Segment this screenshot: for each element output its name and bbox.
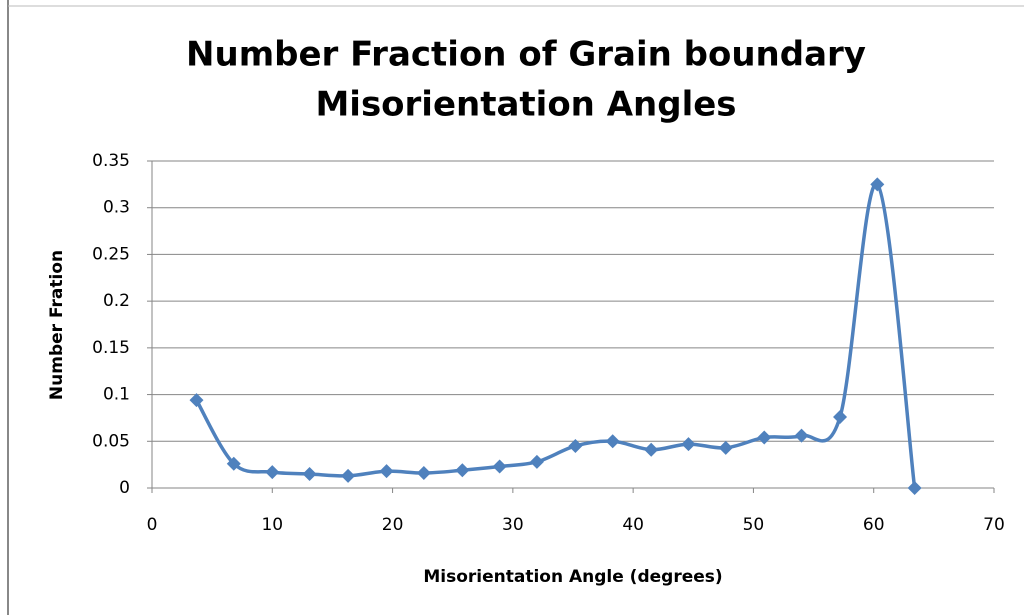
data-point (492, 459, 507, 474)
y-tick-label: 0.35 (92, 151, 130, 171)
data-point (189, 393, 204, 408)
y-tick-label: 0 (119, 478, 130, 498)
data-point (341, 468, 356, 483)
data-point (757, 430, 772, 445)
y-tick-label: 0.15 (92, 338, 130, 358)
y-tick-label: 0.2 (103, 291, 130, 311)
data-point (568, 438, 583, 453)
x-tick-label: 50 (743, 515, 765, 535)
data-point (605, 434, 620, 449)
data-point (302, 466, 317, 481)
chart-title: Misorientation Angles (315, 85, 736, 125)
data-point (265, 465, 280, 480)
data-point (529, 454, 544, 469)
y-tick-label: 0.05 (92, 431, 130, 451)
data-point (455, 463, 470, 478)
data-point (379, 464, 394, 479)
chart-title: Number Fraction of Grain boundary (186, 35, 866, 75)
y-tick-label: 0.1 (103, 385, 130, 405)
series-line (194, 182, 917, 489)
data-point (681, 437, 696, 452)
data-point (833, 409, 848, 424)
data-point (870, 177, 885, 192)
x-tick-label: 40 (622, 515, 644, 535)
x-tick-label: 10 (261, 515, 283, 535)
x-tick-label: 30 (502, 515, 524, 535)
y-tick-label: 0.25 (92, 244, 130, 264)
data-point (416, 466, 431, 481)
y-axis-label: Number Fration (47, 250, 67, 400)
y-tick-label: 0.3 (103, 198, 130, 218)
x-tick-label: 0 (147, 515, 158, 535)
x-axis-label: Misorientation Angle (degrees) (423, 567, 722, 587)
x-tick-label: 20 (382, 515, 404, 535)
data-point (794, 428, 809, 443)
data-point (226, 456, 241, 471)
data-point (907, 481, 922, 495)
data-point (644, 442, 659, 457)
data-point (718, 440, 733, 455)
x-tick-label: 60 (863, 515, 885, 535)
x-tick-label: 70 (983, 515, 1005, 535)
